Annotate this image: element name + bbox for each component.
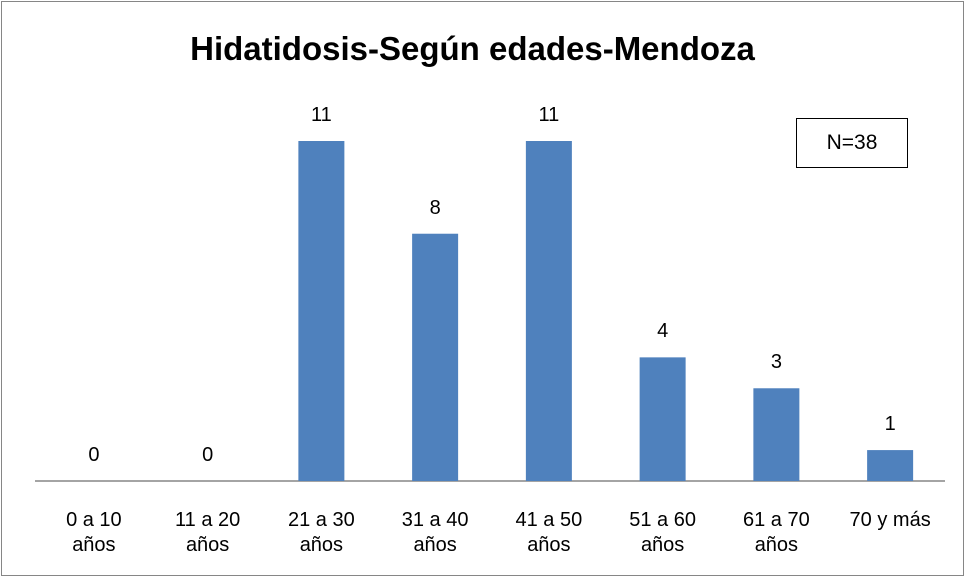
x-tick-label: 11 a 20 años (175, 509, 241, 556)
data-label: 1 (884, 413, 896, 436)
data-label: 0 (202, 444, 214, 466)
bar (298, 141, 345, 481)
x-tick-label: 31 a 40 años (401, 509, 469, 556)
x-tick-label: 0 a 10 años (66, 509, 122, 556)
data-label: 11 (310, 104, 332, 126)
data-label: 11 (538, 104, 560, 126)
bar (525, 141, 572, 481)
x-tick-label: 21 a 30 años (288, 509, 355, 556)
bar (412, 233, 459, 481)
bar (867, 450, 914, 481)
data-label: 0 (88, 444, 100, 466)
data-label: 4 (657, 320, 669, 343)
x-tick-label: 70 y más (849, 509, 931, 531)
bar (639, 357, 686, 481)
data-label: 3 (770, 351, 782, 374)
data-label: 8 (429, 196, 441, 219)
chart-title: Hidatidosis-Según edades-Mendoza (190, 30, 755, 67)
x-tick-label: 61 a 70 años (743, 509, 810, 556)
x-tick-label: 41 a 50 años (515, 509, 583, 556)
annotation: N=38 (796, 118, 908, 168)
x-tick-label: 51 a 60 años (629, 509, 696, 556)
bar (753, 388, 800, 481)
